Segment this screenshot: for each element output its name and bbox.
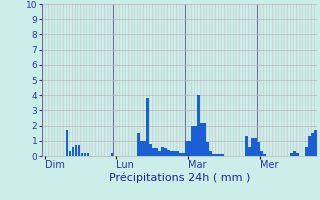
Bar xyxy=(254,138,257,156)
Bar xyxy=(206,142,209,156)
Bar xyxy=(66,130,68,156)
Bar xyxy=(69,151,71,156)
Bar xyxy=(147,98,149,156)
Bar xyxy=(170,151,173,156)
Bar xyxy=(191,126,194,156)
Bar xyxy=(314,130,317,156)
Bar xyxy=(78,145,80,156)
Bar xyxy=(149,144,152,156)
Bar xyxy=(152,148,155,156)
Bar xyxy=(75,145,77,156)
Bar xyxy=(138,133,140,156)
Bar xyxy=(296,153,299,156)
Bar xyxy=(215,154,218,156)
Bar xyxy=(179,153,182,156)
Bar xyxy=(251,138,254,156)
Bar xyxy=(305,147,308,156)
Bar xyxy=(161,147,164,156)
Bar xyxy=(87,153,89,156)
Bar xyxy=(311,133,314,156)
Bar xyxy=(143,141,146,156)
Bar xyxy=(212,154,215,156)
Bar xyxy=(257,142,260,156)
Bar xyxy=(245,136,248,156)
Bar xyxy=(81,153,83,156)
Bar xyxy=(164,148,167,156)
Bar xyxy=(84,153,86,156)
Bar xyxy=(156,148,158,156)
Bar xyxy=(200,123,203,156)
Bar xyxy=(72,147,74,156)
Bar xyxy=(176,151,179,156)
Bar xyxy=(248,147,251,156)
Bar xyxy=(182,153,185,156)
Bar xyxy=(158,151,161,156)
Bar xyxy=(110,153,113,156)
Bar xyxy=(203,123,206,156)
Bar xyxy=(167,150,170,156)
X-axis label: Précipitations 24h ( mm ): Précipitations 24h ( mm ) xyxy=(108,173,250,183)
Bar xyxy=(221,154,224,156)
Bar xyxy=(290,153,293,156)
Bar xyxy=(188,141,191,156)
Bar xyxy=(263,154,266,156)
Bar xyxy=(218,154,221,156)
Bar xyxy=(260,151,263,156)
Bar xyxy=(185,141,188,156)
Bar xyxy=(293,151,296,156)
Bar xyxy=(209,151,212,156)
Bar xyxy=(194,126,197,156)
Bar xyxy=(308,136,311,156)
Bar xyxy=(173,151,176,156)
Bar xyxy=(197,95,200,156)
Bar xyxy=(140,141,143,156)
